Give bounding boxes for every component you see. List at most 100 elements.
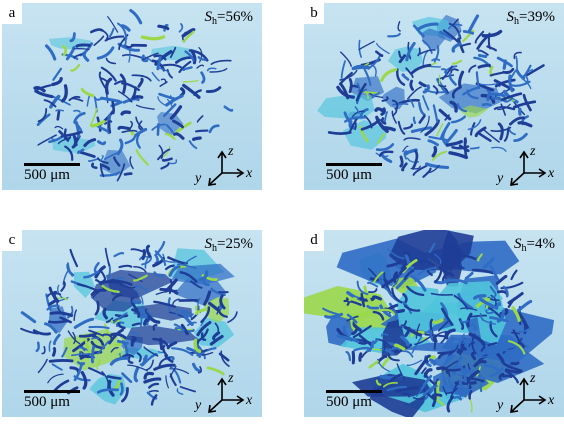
hydrate-strand <box>446 336 455 344</box>
hydrate-strand <box>502 362 523 373</box>
hydrate-strand <box>77 283 100 293</box>
hydrate-strand <box>345 297 350 306</box>
hydrate-strand <box>159 81 168 87</box>
hydrate-strand <box>466 383 470 395</box>
hydrate-strand <box>419 49 436 55</box>
hydrate-strand <box>477 53 488 58</box>
hydrate-strand <box>121 372 133 384</box>
hydrate-strand <box>475 297 491 308</box>
hydrate-strand <box>48 298 59 306</box>
hydrate-strand <box>377 276 389 291</box>
hydrate-strand <box>401 73 410 81</box>
hydrate-strand <box>452 355 463 376</box>
hydrate-strand <box>100 66 117 82</box>
hydrate-strand <box>73 111 86 124</box>
hydrate-strand <box>169 366 182 384</box>
hydrate-strand <box>121 82 140 92</box>
hydrate-strand <box>140 35 166 41</box>
hydrate-strand <box>80 87 95 98</box>
hydrate-strand <box>438 84 447 88</box>
hydrate-strand <box>486 89 492 102</box>
hydrate-strand <box>421 367 427 374</box>
panel-c: c Sh=25% 500 μm z x y <box>2 230 262 417</box>
hydrate-strand <box>165 124 174 134</box>
hydrate-strand <box>401 162 408 172</box>
hydrate-strand <box>438 108 452 121</box>
hydrate-strand <box>440 307 454 326</box>
hydrate-strand <box>131 74 152 82</box>
hydrate-strand <box>91 337 100 340</box>
hydrate-strand <box>336 334 360 343</box>
hydrate-strand <box>396 363 406 381</box>
hydrate-strand <box>322 307 340 316</box>
hydrate-strand <box>460 42 472 47</box>
hydrate-strand <box>36 113 51 126</box>
hydrate-strand <box>346 313 358 324</box>
hydrate-strand <box>152 337 169 347</box>
hydrate-strand <box>89 119 106 128</box>
hydrate-strand <box>391 110 397 124</box>
hydrate-strand <box>409 79 414 91</box>
hydrate-strand <box>422 167 432 178</box>
hydrate-strand <box>431 145 438 158</box>
hydrate-strand <box>476 34 490 50</box>
hydrate-strand <box>494 78 516 88</box>
hydrate-strand <box>60 84 68 103</box>
hydrate-strand <box>467 363 471 370</box>
hydrate-strand <box>47 373 64 384</box>
hydrate-strand <box>71 133 78 149</box>
hydrate-strand <box>107 119 112 134</box>
hydrate-strand <box>169 373 177 387</box>
hydrate-strand <box>37 358 48 374</box>
saturation-label: Sh=56% <box>204 9 253 27</box>
hydrate-strand <box>223 105 234 112</box>
hydrate-strand <box>135 104 155 110</box>
hydrate-strand <box>220 350 230 367</box>
hydrate-strand <box>433 45 440 63</box>
hydrate-strand <box>77 148 85 155</box>
hydrate-strand <box>164 264 175 271</box>
hydrate-strand <box>209 67 228 73</box>
hydrate-strand <box>494 345 499 359</box>
hydrate-strand <box>411 149 419 170</box>
scale-label: 500 μm <box>326 394 372 410</box>
hydrate-strand <box>357 340 369 345</box>
hydrate-strand <box>192 136 202 141</box>
hydrate-strand <box>467 14 480 33</box>
hydrate-strand <box>205 86 222 93</box>
hydrate-strand <box>368 288 378 294</box>
axis-z-label: z <box>227 371 234 386</box>
hydrate-strand <box>462 338 470 344</box>
hydrate-strand <box>157 96 167 107</box>
hydrate-strand <box>402 301 412 314</box>
hydrate-strand <box>135 116 144 130</box>
hydrate-strand <box>456 103 467 113</box>
hydrate-strand <box>117 22 128 40</box>
hydrate-strand <box>142 318 150 326</box>
axis-y-label: y <box>194 398 202 413</box>
hydrate-strand <box>363 67 372 87</box>
hydrate-strand <box>483 257 495 269</box>
hydrate-strand <box>161 344 169 357</box>
hydrate-strand <box>473 294 487 300</box>
hydrate-strand <box>101 371 109 389</box>
hydrate-strand <box>380 68 398 82</box>
hydrate-strand <box>448 151 469 160</box>
hydrate-strand <box>504 369 519 384</box>
hydrate-strand <box>113 343 123 347</box>
hydrate-strand <box>446 278 468 285</box>
hydrate-strand <box>208 124 220 134</box>
hydrate-strand <box>491 96 507 103</box>
hydrate-strand <box>134 127 148 137</box>
hydrate-strand <box>96 46 115 60</box>
hydrate-strand <box>479 312 485 321</box>
hydrate-strand <box>352 325 372 339</box>
hydrate-strand <box>450 380 460 399</box>
hydrate-strand <box>507 340 526 355</box>
hydrate-strand <box>122 53 143 59</box>
hydrate-strand <box>52 347 57 357</box>
hydrate-strand <box>386 385 407 392</box>
hydrate-strand <box>453 294 469 310</box>
hydrate-strand <box>339 82 350 100</box>
hydrate-strand <box>49 94 61 109</box>
